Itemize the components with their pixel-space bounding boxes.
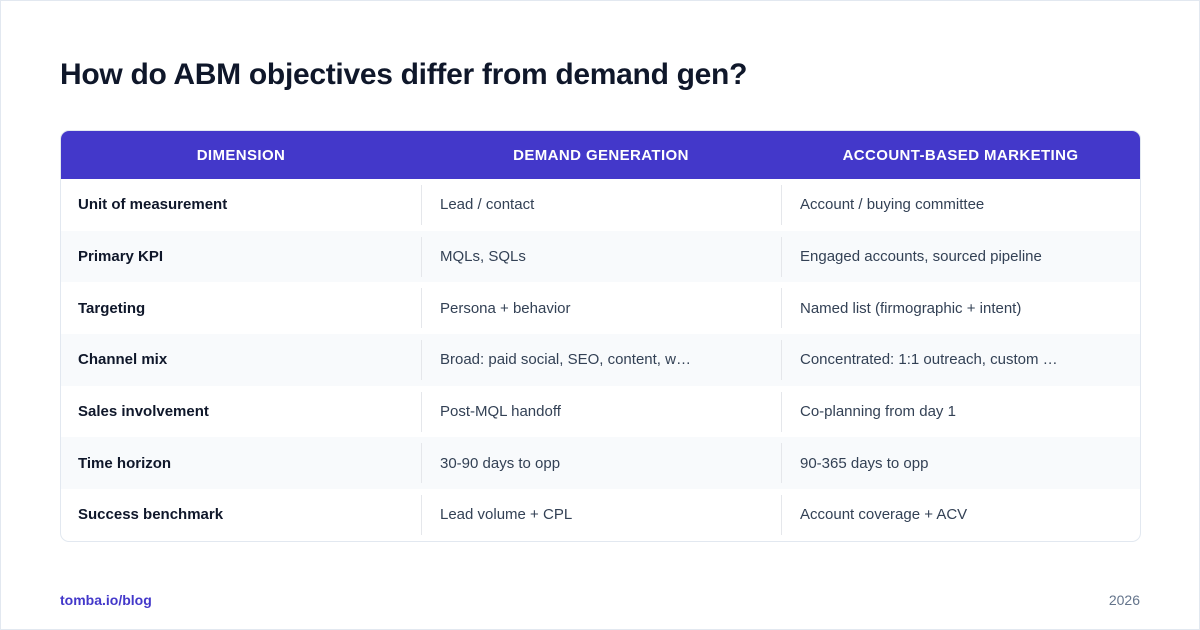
row-dimension: Channel mix: [78, 351, 168, 369]
table-row: Channel mix Broad: paid social, SEO, con…: [61, 334, 1140, 386]
table-row: Sales involvement Post-MQL handoff Co-pl…: [61, 386, 1140, 438]
table-row: Targeting Persona + behavior Named list …: [61, 282, 1140, 334]
comparison-table: DIMENSION DEMAND GENERATION ACCOUNT-BASE…: [60, 130, 1141, 542]
row-dimension: Time horizon: [78, 454, 172, 472]
row-demand-gen-value: Post-MQL handoff: [421, 391, 781, 432]
row-dimension: Primary KPI: [78, 248, 164, 266]
row-dimension: Targeting: [78, 299, 146, 317]
row-demand-gen-value: MQLs, SQLs: [421, 236, 781, 277]
row-abm-value: Account coverage + ACV: [781, 494, 1140, 535]
row-abm-value: Engaged accounts, sourced pipeline: [781, 236, 1140, 277]
year-label: 2026: [1108, 592, 1140, 608]
row-abm-value: Account / buying committee: [781, 184, 1140, 225]
blog-link[interactable]: tomba.io/blog: [60, 592, 152, 608]
column-header-account-based-marketing: ACCOUNT-BASED MARKETING: [842, 146, 1079, 164]
column-header-dimension: DIMENSION: [196, 146, 286, 164]
row-dimension: Sales involvement: [78, 403, 209, 421]
table-header: DIMENSION DEMAND GENERATION ACCOUNT-BASE…: [61, 131, 1140, 179]
row-demand-gen-value: Lead / contact: [421, 184, 781, 225]
row-dimension: Unit of measurement: [78, 196, 228, 214]
table-row: Primary KPI MQLs, SQLs Engaged accounts,…: [61, 230, 1140, 283]
table-row: Success benchmark Lead volume + CPL Acco…: [61, 489, 1140, 541]
row-demand-gen-value: Broad: paid social, SEO, content, w…: [421, 339, 781, 380]
row-demand-gen-value: Lead volume + CPL: [421, 494, 781, 535]
row-abm-value: 90-365 days to opp: [781, 443, 1140, 484]
table-row: Time horizon 30-90 days to opp 90-365 da…: [61, 437, 1140, 490]
row-abm-value: Co-planning from day 1: [781, 391, 1140, 432]
row-abm-value: Concentrated: 1:1 outreach, custom …: [781, 339, 1140, 380]
row-dimension: Success benchmark: [78, 506, 224, 524]
row-demand-gen-value: Persona + behavior: [421, 288, 781, 329]
column-header-demand-generation: DEMAND GENERATION: [513, 146, 689, 164]
page-title: How do ABM objectives differ from demand…: [60, 58, 748, 91]
row-demand-gen-value: 30-90 days to opp: [421, 443, 781, 484]
row-abm-value: Named list (firmographic + intent): [781, 288, 1140, 329]
table-row: Unit of measurement Lead / contact Accou…: [61, 179, 1140, 231]
